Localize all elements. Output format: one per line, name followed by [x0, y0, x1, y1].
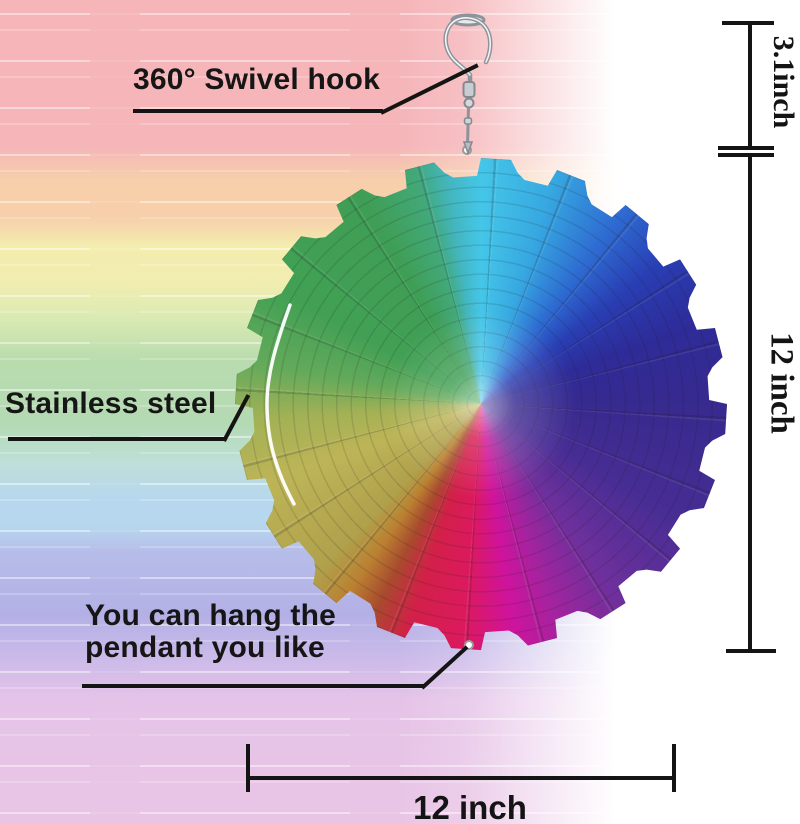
height-dimension-label: 12 inch	[763, 332, 800, 434]
pendant-label: You can hang the pendant you like	[85, 600, 336, 664]
width-dimension-label: 12 inch	[413, 789, 527, 824]
material-label: Stainless steel	[5, 387, 217, 420]
spinner-center-glow	[234, 157, 728, 651]
material-underline	[8, 437, 226, 441]
pendant-label-line2: pendant you like	[85, 631, 325, 664]
dimension-divider-cap-a	[718, 146, 774, 150]
pendant-label-line1: You can hang the	[85, 599, 336, 632]
width-left-cap	[246, 744, 250, 792]
edge-highlight	[265, 303, 296, 506]
height-dimension-line	[748, 157, 752, 652]
width-right-cap	[672, 744, 676, 792]
dimension-divider-cap-b	[718, 153, 774, 157]
swivel-hook-underline	[133, 109, 383, 113]
hook-drop-dimension-label: 3.1inch	[767, 35, 800, 129]
pendant-underline	[82, 684, 424, 688]
width-dimension-line	[248, 776, 676, 780]
wind-spinner	[234, 157, 728, 651]
hook-drop-dimension-line	[748, 24, 752, 150]
hook-drop-top-cap	[722, 21, 774, 25]
swivel-hook-label: 360° Swivel hook	[133, 63, 380, 96]
bottom-pendant-hole	[464, 640, 474, 650]
height-bottom-cap	[726, 649, 776, 653]
